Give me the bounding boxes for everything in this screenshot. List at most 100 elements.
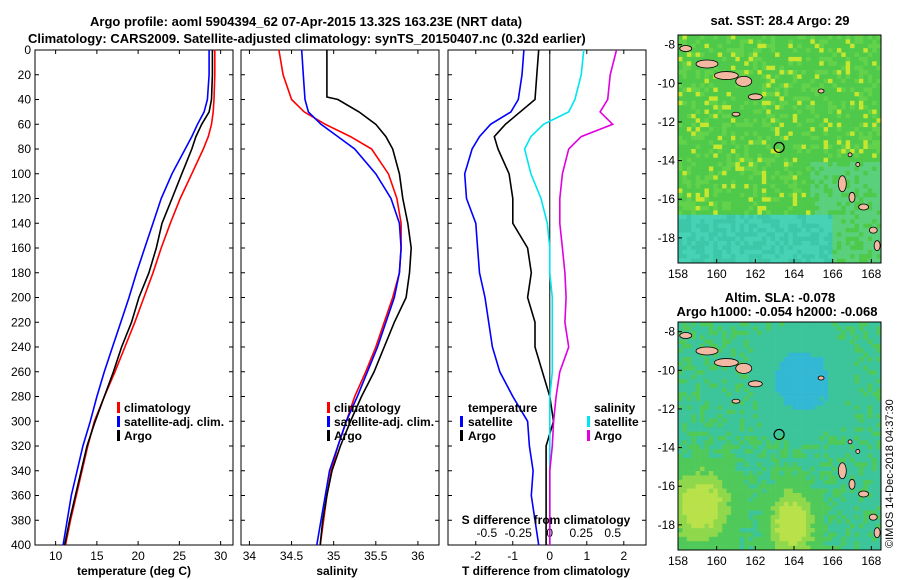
map-cell bbox=[695, 192, 701, 198]
figure-title-line-1: Argo profile: aoml 5904394_62 07-Apr-201… bbox=[90, 14, 522, 29]
map-cell bbox=[805, 501, 811, 507]
map-cell bbox=[735, 118, 741, 123]
map-cell bbox=[713, 326, 719, 332]
map-cell bbox=[858, 409, 864, 415]
map-cell bbox=[704, 361, 710, 367]
map-cell bbox=[726, 506, 732, 511]
map-cell bbox=[722, 149, 727, 154]
map-cell bbox=[805, 206, 811, 211]
map-cell bbox=[704, 206, 710, 211]
map-cell bbox=[832, 249, 838, 255]
map-cell bbox=[700, 409, 705, 415]
map-cell bbox=[854, 374, 860, 380]
map-cell bbox=[788, 462, 794, 467]
map-cell bbox=[753, 493, 758, 498]
island-shape bbox=[747, 93, 763, 101]
map-cell bbox=[691, 96, 696, 102]
depth-tick-label: 60 bbox=[18, 117, 32, 131]
map-cell bbox=[686, 387, 692, 393]
map-cell bbox=[691, 179, 696, 185]
map-cell bbox=[726, 227, 732, 233]
map-cell bbox=[832, 166, 838, 172]
map-cell bbox=[810, 519, 816, 524]
map-cell bbox=[744, 249, 749, 255]
map-cell bbox=[766, 96, 771, 102]
map-cell bbox=[753, 387, 758, 393]
map-cell bbox=[757, 523, 763, 529]
map-cell bbox=[748, 519, 754, 524]
map-cell bbox=[739, 113, 745, 119]
map-cell bbox=[783, 514, 789, 520]
map-cell bbox=[805, 457, 811, 463]
map-cell bbox=[726, 466, 732, 472]
map-cell bbox=[797, 43, 802, 49]
map-cell bbox=[854, 361, 860, 367]
map-cell bbox=[788, 96, 794, 102]
map-cell bbox=[704, 449, 710, 454]
map-cell bbox=[753, 326, 758, 332]
map-cell bbox=[744, 61, 749, 66]
legend-swatch-s-argo bbox=[587, 430, 590, 441]
map-cell bbox=[726, 536, 732, 542]
map-cell bbox=[744, 236, 749, 242]
map-cell bbox=[713, 65, 719, 71]
map-cell bbox=[814, 166, 820, 172]
map-cell bbox=[761, 74, 767, 80]
map-cell bbox=[695, 140, 701, 145]
map-cell bbox=[836, 232, 842, 237]
map-cell bbox=[858, 153, 864, 159]
map-cell bbox=[717, 113, 723, 119]
legend-label-t-argo: Argo bbox=[468, 429, 496, 443]
map-cell bbox=[845, 444, 851, 450]
map-cell bbox=[797, 56, 802, 62]
map-cell bbox=[823, 466, 829, 472]
map-cell bbox=[867, 326, 873, 332]
map-cell bbox=[801, 210, 807, 216]
map-cell bbox=[739, 536, 745, 542]
map-cell bbox=[810, 484, 816, 489]
map-cell bbox=[858, 405, 864, 410]
map-cell bbox=[858, 135, 864, 141]
map-cell bbox=[797, 519, 802, 524]
map-cell bbox=[735, 236, 741, 242]
legend-title-salinity: salinity bbox=[594, 401, 636, 415]
map-cell bbox=[753, 35, 758, 40]
map-cell bbox=[744, 453, 749, 459]
map-cell bbox=[735, 523, 741, 529]
map-cell bbox=[814, 232, 820, 237]
map-cell bbox=[770, 462, 776, 467]
map-cell bbox=[854, 258, 860, 263]
map-cell bbox=[810, 343, 816, 349]
map-cell bbox=[682, 65, 688, 71]
map-cell bbox=[700, 387, 705, 393]
map-cell bbox=[753, 113, 758, 119]
map-cell bbox=[753, 339, 758, 345]
map-cell bbox=[823, 131, 829, 137]
map-cell bbox=[819, 197, 824, 202]
map-cell bbox=[700, 422, 705, 428]
map-cell bbox=[828, 109, 833, 115]
map-cell bbox=[722, 245, 727, 251]
map-cell bbox=[836, 166, 842, 172]
depth-tick-label: 20 bbox=[18, 68, 32, 82]
map-cell bbox=[691, 352, 696, 358]
map-cell bbox=[708, 241, 714, 246]
map-cell bbox=[779, 352, 785, 358]
map-cell bbox=[678, 35, 683, 40]
map-cell bbox=[792, 219, 798, 224]
map-cell bbox=[691, 131, 696, 137]
map-cell bbox=[858, 352, 864, 358]
map-cell bbox=[841, 109, 846, 115]
map-cell bbox=[823, 536, 829, 542]
map-cell bbox=[722, 339, 727, 345]
map-cell bbox=[739, 506, 745, 511]
map-cell bbox=[801, 162, 807, 167]
map-cell bbox=[700, 466, 705, 472]
map-cell bbox=[801, 35, 807, 40]
map-cell bbox=[841, 223, 846, 229]
map-cell bbox=[801, 118, 807, 123]
map-cell bbox=[854, 131, 860, 137]
map-cell bbox=[867, 245, 873, 251]
map-cell bbox=[779, 348, 785, 353]
map-cell bbox=[872, 453, 877, 459]
